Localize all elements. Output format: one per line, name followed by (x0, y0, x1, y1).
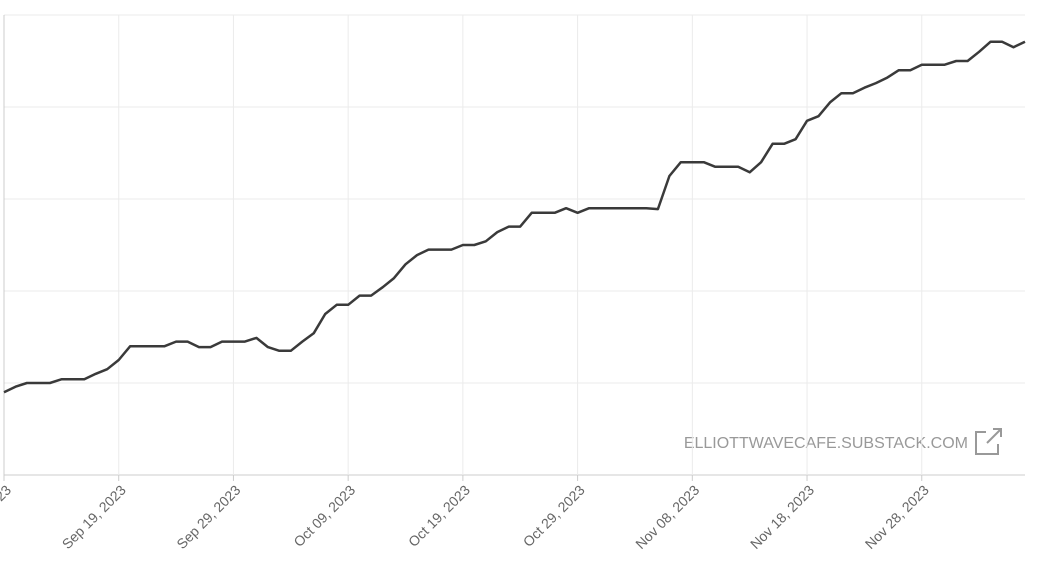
x-tick-label: Sep 19, 2023 (59, 482, 129, 552)
x-tick-label: Oct 09, 2023 (290, 482, 358, 550)
x-tick-label: Oct 19, 2023 (405, 482, 473, 550)
watermark: ELLIOTTWAVECAFE.SUBSTACK.COM (684, 435, 968, 452)
external-link-icon (975, 428, 1002, 455)
x-tick-label: Nov 08, 2023 (632, 482, 702, 552)
x-tick-label: Sep 09, 2023 (0, 482, 14, 552)
line (3, 40, 1026, 394)
x-tick-label: Oct 29, 2023 (520, 482, 588, 550)
x-tick-label: Nov 28, 2023 (862, 482, 932, 552)
x-tick-label: Nov 18, 2023 (747, 482, 817, 552)
x-tick-label: Sep 29, 2023 (173, 482, 243, 552)
